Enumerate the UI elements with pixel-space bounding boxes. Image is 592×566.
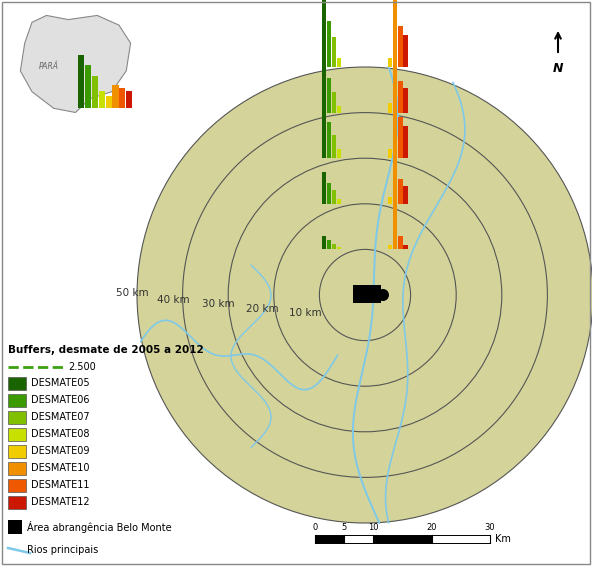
- Bar: [8, 478, 26, 491]
- Bar: [322, 0, 326, 67]
- Text: Rios principais: Rios principais: [27, 545, 98, 555]
- Bar: [327, 183, 332, 204]
- FancyBboxPatch shape: [353, 285, 381, 303]
- Text: 20: 20: [426, 523, 437, 532]
- Bar: [403, 245, 407, 250]
- Bar: [403, 126, 407, 158]
- Bar: [337, 199, 342, 204]
- Bar: [105, 96, 112, 108]
- Circle shape: [137, 67, 592, 523]
- Bar: [99, 91, 105, 108]
- Bar: [393, 12, 397, 113]
- Bar: [8, 376, 26, 389]
- Text: 30 km: 30 km: [202, 299, 235, 309]
- Bar: [322, 60, 326, 113]
- Text: DESMATE11: DESMATE11: [31, 480, 89, 490]
- Text: PARÁ: PARÁ: [39, 62, 59, 71]
- Bar: [403, 35, 407, 67]
- Bar: [388, 58, 392, 67]
- Bar: [327, 241, 332, 250]
- Bar: [322, 235, 326, 250]
- Bar: [119, 88, 126, 108]
- Text: 2.500: 2.500: [68, 362, 96, 372]
- Text: N: N: [553, 62, 563, 75]
- Bar: [337, 149, 342, 158]
- Bar: [398, 235, 403, 250]
- Text: 10 km: 10 km: [289, 308, 321, 318]
- Bar: [432, 535, 490, 543]
- Text: 40 km: 40 km: [157, 294, 189, 305]
- Bar: [78, 55, 85, 108]
- Bar: [398, 81, 403, 113]
- Circle shape: [182, 113, 548, 477]
- Bar: [388, 149, 392, 158]
- Bar: [398, 117, 403, 158]
- Bar: [8, 461, 26, 474]
- Text: 0: 0: [313, 523, 318, 532]
- Bar: [344, 535, 374, 543]
- Text: DESMATE06: DESMATE06: [31, 395, 89, 405]
- Bar: [374, 535, 432, 543]
- Bar: [327, 22, 332, 67]
- Bar: [337, 58, 342, 67]
- Bar: [337, 106, 342, 113]
- Bar: [388, 104, 392, 113]
- FancyBboxPatch shape: [8, 520, 22, 534]
- Bar: [332, 244, 336, 250]
- Text: Km: Km: [495, 534, 511, 544]
- Bar: [398, 179, 403, 204]
- Bar: [322, 99, 326, 158]
- Bar: [332, 92, 336, 113]
- Text: DESMATE09: DESMATE09: [31, 446, 89, 456]
- Bar: [332, 190, 336, 204]
- Bar: [8, 393, 26, 406]
- Text: 10: 10: [368, 523, 378, 532]
- Bar: [393, 199, 397, 250]
- Text: 30: 30: [485, 523, 496, 532]
- Bar: [85, 65, 91, 108]
- Text: DESMATE08: DESMATE08: [31, 429, 89, 439]
- Bar: [112, 85, 118, 108]
- Text: DESMATE12: DESMATE12: [31, 497, 89, 507]
- Bar: [332, 37, 336, 67]
- Bar: [8, 427, 26, 440]
- Text: 20 km: 20 km: [246, 304, 278, 314]
- Bar: [315, 535, 344, 543]
- Text: DESMATE07: DESMATE07: [31, 412, 89, 422]
- Bar: [388, 197, 392, 204]
- Circle shape: [228, 158, 502, 432]
- Bar: [403, 88, 407, 113]
- Bar: [393, 0, 397, 67]
- Bar: [322, 172, 326, 204]
- Circle shape: [377, 289, 389, 301]
- Polygon shape: [20, 15, 131, 113]
- Text: Área abrangência Belo Monte: Área abrangência Belo Monte: [27, 521, 172, 533]
- Bar: [8, 410, 26, 423]
- Bar: [337, 247, 342, 250]
- Bar: [327, 79, 332, 113]
- Bar: [398, 26, 403, 67]
- Bar: [327, 122, 332, 158]
- Bar: [8, 495, 26, 508]
- Text: 5: 5: [342, 523, 347, 532]
- Circle shape: [274, 204, 456, 386]
- Bar: [332, 135, 336, 158]
- Text: 50 km: 50 km: [116, 288, 149, 298]
- Text: Buffers, desmate de 2005 a 2012: Buffers, desmate de 2005 a 2012: [8, 345, 204, 355]
- Bar: [393, 117, 397, 204]
- Text: DESMATE05: DESMATE05: [31, 378, 89, 388]
- Bar: [8, 444, 26, 457]
- Text: DESMATE10: DESMATE10: [31, 463, 89, 473]
- Circle shape: [320, 250, 411, 341]
- Bar: [126, 91, 132, 108]
- Bar: [393, 53, 397, 158]
- Bar: [388, 245, 392, 250]
- Bar: [403, 186, 407, 204]
- Bar: [92, 76, 98, 108]
